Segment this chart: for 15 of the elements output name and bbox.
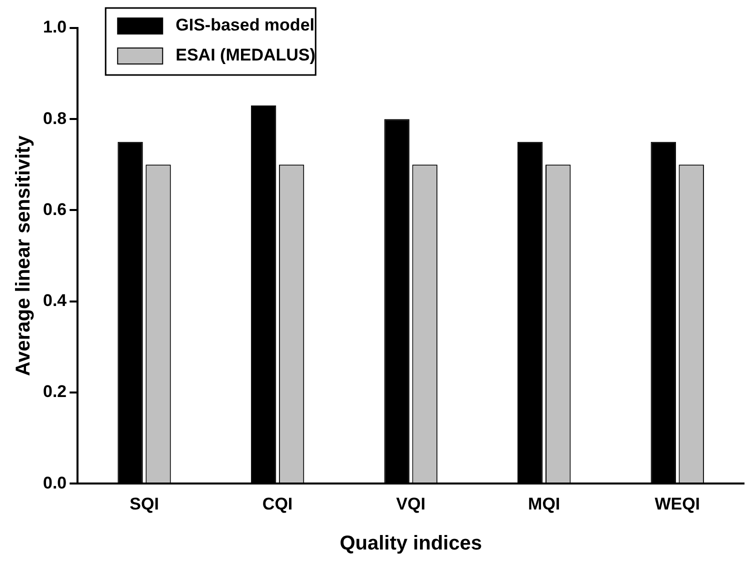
x-tick-label: CQI — [262, 494, 293, 514]
x-tick-label: VQI — [396, 494, 426, 514]
y-axis-title: Average linear sensitivity — [12, 134, 35, 376]
y-tick-label: 0.0 — [42, 473, 67, 492]
x-axis-title: Quality indices — [340, 532, 482, 555]
legend-label: ESAI (MEDALUS) — [176, 46, 316, 65]
legend-label: GIS-based model — [176, 16, 315, 35]
y-tick-label: 0.8 — [42, 108, 67, 128]
y-tick-label: 0.6 — [42, 200, 67, 219]
y-tick-label: 0.2 — [42, 382, 67, 402]
x-tick-label: MQI — [528, 494, 560, 514]
y-tick-label: 0.4 — [42, 291, 68, 310]
x-tick-label: WEQI — [654, 494, 700, 514]
x-tick-label: SQI — [130, 494, 159, 514]
y-tick-label: 1.0 — [42, 18, 67, 37]
